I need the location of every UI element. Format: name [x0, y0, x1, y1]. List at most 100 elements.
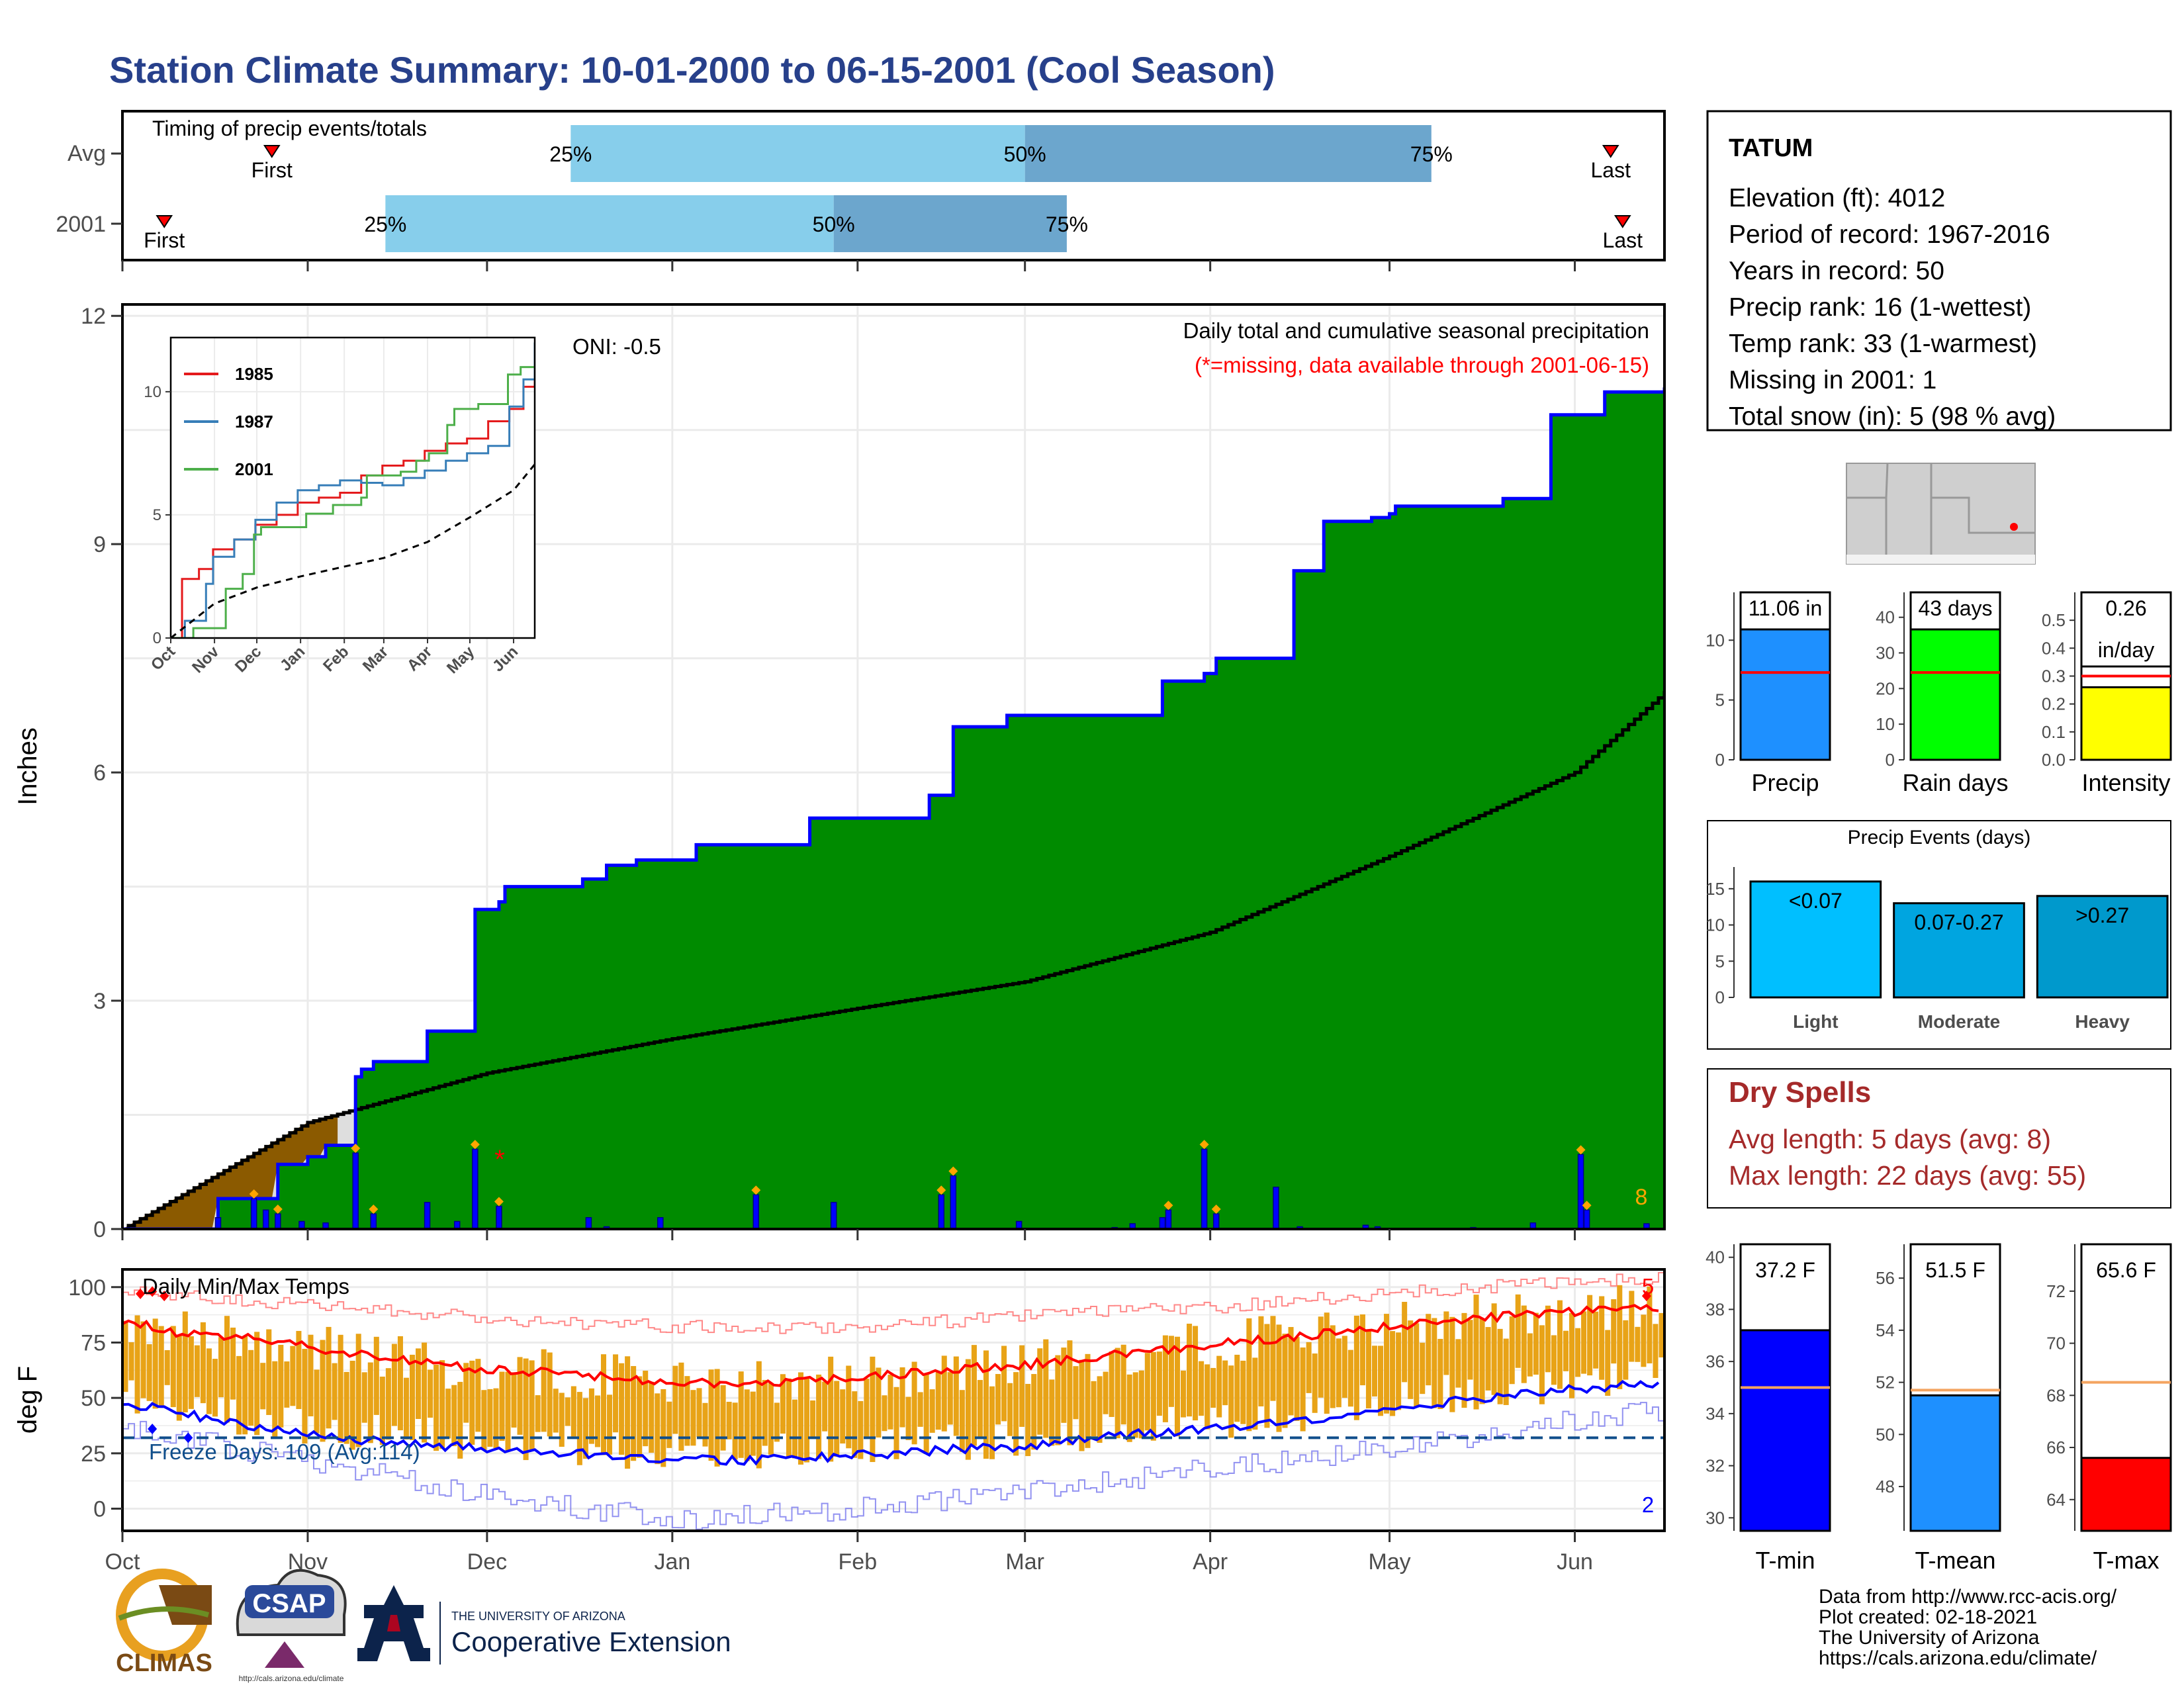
climas-logo: CLIMAS	[116, 1569, 212, 1677]
daily-precip-bar	[1159, 1217, 1166, 1229]
daily-temp-bar	[278, 1345, 284, 1428]
temp-summary-y-tick-label: 38	[1706, 1299, 1725, 1319]
daily-precip-bar	[830, 1202, 837, 1229]
daily-temp-bar	[1587, 1295, 1593, 1376]
last-event-label: Last	[1590, 158, 1631, 182]
daily-temp-bar	[660, 1389, 666, 1467]
daily-temp-bar	[666, 1401, 672, 1448]
daily-temp-bar	[212, 1359, 218, 1417]
daily-temp-bar	[786, 1378, 792, 1457]
daily-temp-bar	[433, 1364, 439, 1451]
daily-temp-bar	[535, 1395, 541, 1432]
temp-summary-category-label: T-min	[1756, 1547, 1815, 1574]
daily-temp-bar	[236, 1355, 242, 1435]
daily-temp-bar	[1199, 1361, 1205, 1416]
summary-value-label-2: in/day	[2098, 638, 2154, 662]
station-line-7: Total snow (in): 5 (98 % avg)	[1729, 402, 2056, 431]
daily-temp-bar	[1025, 1383, 1031, 1457]
daily-temp-bar	[1294, 1337, 1300, 1421]
timing-pct-label: 25%	[549, 142, 592, 166]
daily-temp-bar	[1402, 1302, 1408, 1383]
daily-temp-bar	[846, 1365, 852, 1449]
daily-temp-bar	[1144, 1353, 1150, 1431]
temp-summary-y-tick-label: 54	[1876, 1320, 1895, 1340]
summary-value-box	[1909, 591, 2001, 631]
daily-temp-bar	[834, 1381, 840, 1457]
daily-temp-bar	[953, 1356, 959, 1436]
precip-y-tick-label: 0	[93, 1217, 106, 1242]
temp-summary-category-label: T-mean	[1915, 1547, 1995, 1574]
daily-temp-bar	[1061, 1348, 1067, 1423]
daily-temp-bar	[1216, 1355, 1222, 1418]
temp-summary-y-tick-label: 30	[1706, 1508, 1725, 1528]
temp-summary-y-tick-label: 68	[2046, 1385, 2066, 1405]
daily-temp-bar	[816, 1374, 822, 1459]
first-event-marker	[263, 145, 281, 158]
daily-temp-bar	[1641, 1314, 1647, 1367]
daily-temp-bar	[911, 1361, 917, 1445]
summary-value-box	[2080, 591, 2172, 668]
daily-temp-bar	[403, 1377, 409, 1440]
daily-precip-bar	[352, 1152, 359, 1229]
daily-temp-bar	[1605, 1330, 1611, 1396]
timing-bar-50-75	[1024, 125, 1432, 182]
daily-temp-bar	[613, 1354, 619, 1433]
daily-temp-bar	[619, 1363, 625, 1455]
daily-temp-bar	[750, 1391, 756, 1456]
daily-temp-bar	[1635, 1326, 1641, 1362]
daily-temp-bar	[218, 1337, 224, 1398]
summary-y-tick-label: 0	[1715, 750, 1725, 770]
daily-precip-bar	[424, 1202, 431, 1229]
temp-y-tick-label: 50	[81, 1386, 106, 1411]
daily-temp-bar	[1647, 1286, 1653, 1363]
daily-temp-bar	[1330, 1325, 1336, 1408]
daily-temp-bar	[1509, 1316, 1515, 1385]
footer-line-3: The University of Arizona	[1819, 1627, 2040, 1649]
daily-temp-bar	[1318, 1316, 1324, 1398]
daily-temp-bar	[343, 1371, 349, 1444]
daily-temp-bar	[266, 1329, 272, 1415]
daily-temp-bar	[1396, 1332, 1402, 1410]
daily-temp-bar	[224, 1316, 230, 1423]
daily-temp-bar	[1479, 1318, 1485, 1404]
timing-bar-50-75	[833, 195, 1067, 252]
daily-temp-bar	[1013, 1372, 1019, 1456]
daily-temp-bar	[1132, 1372, 1138, 1438]
daily-precip-bar	[938, 1194, 944, 1229]
daily-temp-bar	[1019, 1345, 1025, 1427]
temp-summary-y-tick-label: 34	[1706, 1404, 1725, 1424]
summary-value-bar	[2080, 686, 2172, 761]
daily-temp-bar	[1581, 1311, 1587, 1374]
summary-category-label: Rain days	[1902, 769, 2008, 796]
daily-temp-bar	[1120, 1344, 1126, 1425]
summary-y-tick-label: 10	[1876, 714, 1895, 734]
daily-temp-bar	[416, 1348, 422, 1419]
daily-temp-bar	[588, 1388, 594, 1444]
daily-temp-bar	[1432, 1318, 1437, 1408]
inset-legend-label: 2001	[235, 459, 273, 479]
daily-temp-bar	[935, 1372, 941, 1430]
daily-temp-bar	[1205, 1364, 1210, 1430]
daily-temp-bar	[529, 1360, 535, 1451]
events-y-tick-label: 10	[1706, 915, 1725, 935]
record-high-count: 5	[1642, 1274, 1654, 1299]
snow-marker	[1163, 1201, 1173, 1211]
daily-temp-bar	[349, 1361, 355, 1450]
daily-temp-bar	[1001, 1346, 1007, 1422]
daily-temp-bar	[553, 1389, 559, 1433]
daily-temp-bar	[511, 1372, 517, 1428]
daily-temp-bar	[1097, 1376, 1103, 1443]
daily-temp-bar	[1210, 1367, 1216, 1408]
daily-temp-bar	[1282, 1334, 1288, 1428]
snow-marker	[948, 1166, 958, 1176]
temp-summary-value-bar	[1739, 1329, 1831, 1532]
daily-temp-bar	[983, 1350, 989, 1459]
daily-temp-bar	[1365, 1330, 1371, 1409]
temp-summary-y-tick-label: 56	[1876, 1268, 1895, 1288]
daily-temp-bar	[977, 1380, 983, 1437]
daily-temp-bar	[559, 1393, 565, 1447]
daily-precip-bar	[370, 1213, 377, 1229]
station-line-4: Precip rank: 16 (1-wettest)	[1729, 293, 2031, 322]
daily-temp-bar	[1455, 1339, 1461, 1388]
events-bar-light	[1749, 880, 1882, 999]
